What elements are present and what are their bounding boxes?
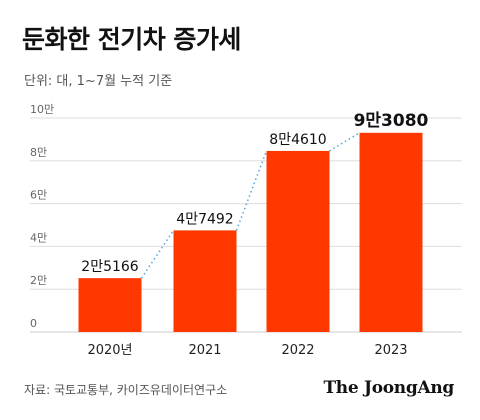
- bar: [266, 150, 330, 332]
- data-label: 9만3080: [354, 111, 429, 131]
- x-tick-label: 2023: [374, 343, 407, 358]
- bar: [78, 278, 142, 332]
- data-label: 2만5166: [81, 259, 139, 275]
- trend-connector: [329, 132, 360, 152]
- y-tick-label: 10만: [30, 103, 54, 116]
- trend-connector: [140, 229, 175, 279]
- x-tick-label: 2021: [188, 343, 221, 358]
- y-tick-label: 8만: [30, 146, 47, 159]
- data-label: 8만4610: [269, 132, 326, 148]
- y-tick-label: 4만: [30, 231, 47, 244]
- data-label: 4만7492: [176, 211, 233, 227]
- publisher-logo: The JoongAng: [323, 378, 454, 398]
- x-tick-label: 2022: [281, 343, 314, 358]
- bar: [359, 132, 423, 332]
- y-tick-label: 0: [30, 317, 37, 330]
- x-tick-label: 2020년: [87, 343, 132, 358]
- y-tick-label: 6만: [30, 189, 47, 202]
- bar: [173, 230, 237, 332]
- source-note: 자료: 국토교통부, 카이즈유데이터연구소: [24, 383, 228, 397]
- trend-connector: [235, 150, 268, 231]
- unit-note: 단위: 대, 1~7월 누적 기준: [24, 74, 173, 89]
- page-title: 둔화한 전기차 증가세: [22, 25, 241, 54]
- y-tick-label: 2만: [30, 274, 47, 287]
